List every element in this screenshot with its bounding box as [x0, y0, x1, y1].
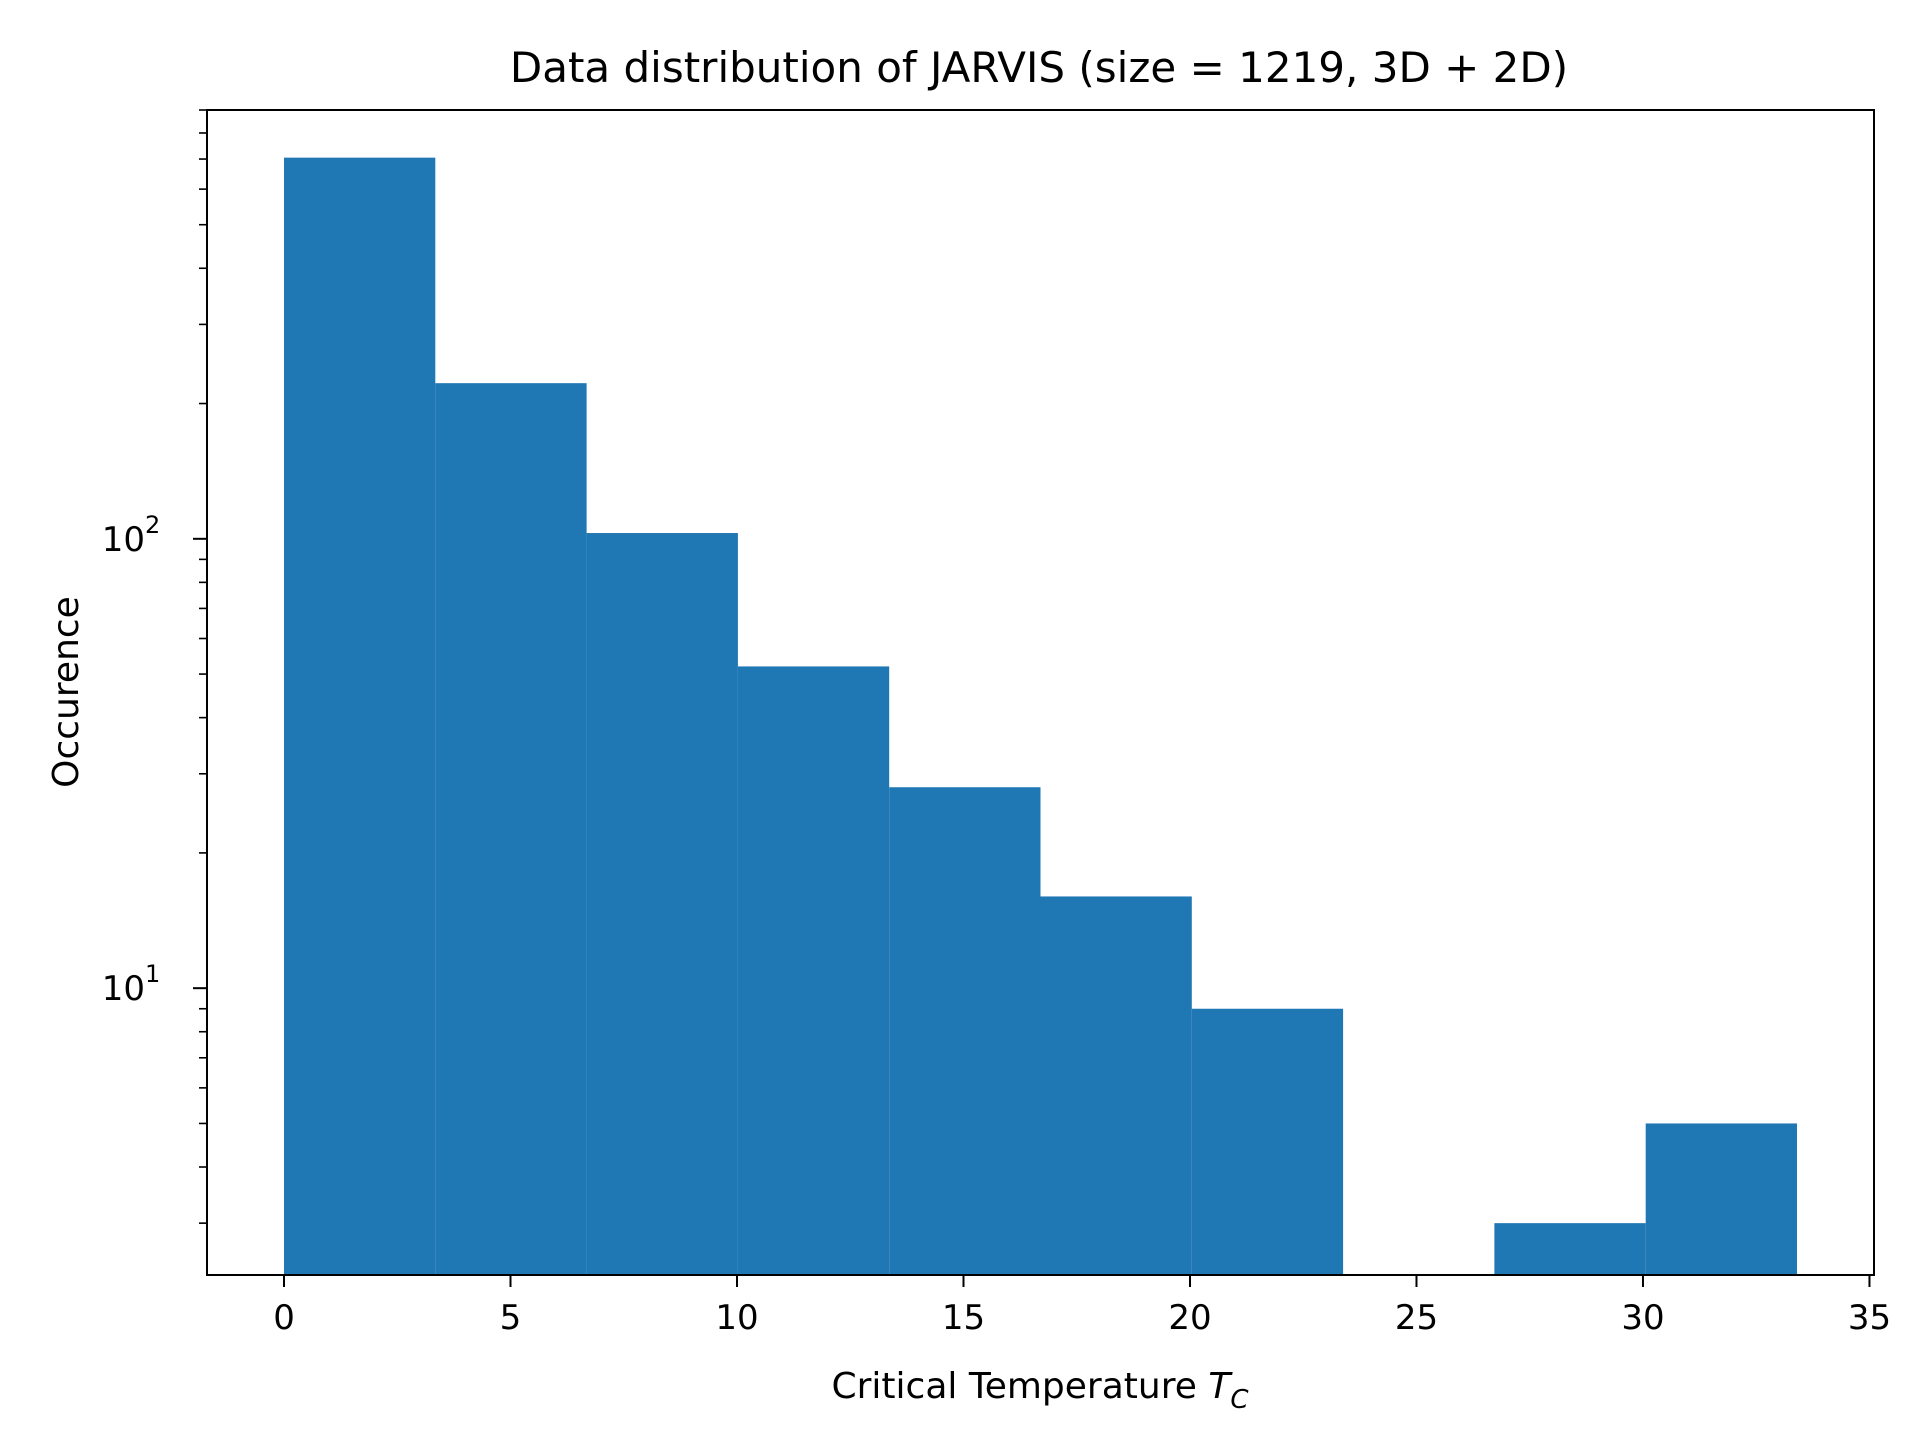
x-tick-label: 20 [1168, 1298, 1211, 1338]
x-tick-label: 0 [273, 1298, 295, 1338]
x-tick-label: 25 [1395, 1298, 1438, 1338]
x-tick-label: 30 [1621, 1298, 1664, 1338]
x-axis-label-subscript: C [1230, 1385, 1249, 1415]
chart-title: Data distribution of JARVIS (size = 1219… [510, 43, 1568, 92]
y-tick-base: 10 [102, 520, 145, 560]
histogram-bar [284, 157, 436, 1276]
y-tick-base: 10 [102, 969, 145, 1009]
x-axis: 0 5 10 15 20 25 30 35 [273, 1275, 1891, 1338]
y-tick-label: 10 [102, 969, 145, 1009]
histogram-bar [1191, 1008, 1344, 1275]
bars-group [284, 157, 1797, 1276]
x-tick-label: 10 [715, 1298, 758, 1338]
y-tick-exponent: 2 [145, 511, 160, 539]
x-axis-label-symbol: T [1208, 1366, 1233, 1407]
x-tick-label: 5 [500, 1298, 522, 1338]
histogram-bar [1040, 896, 1192, 1275]
plot-frame [206, 109, 1875, 1276]
y-tick-exponent: 1 [145, 960, 160, 988]
x-tick-label: 35 [1848, 1298, 1891, 1338]
x-tick-label: 15 [942, 1298, 985, 1338]
histogram-bar [889, 787, 1041, 1275]
x-axis-label: Critical Temperature TC [831, 1366, 1249, 1415]
histogram-bar [737, 666, 890, 1275]
histogram-bar [1645, 1123, 1797, 1275]
y-axis-label: Occurence [46, 596, 87, 788]
histogram-bar [435, 383, 587, 1275]
y-tick-label: 10 [102, 520, 145, 560]
x-axis-label-text: Critical Temperature [831, 1366, 1196, 1407]
histogram-bar [1494, 1223, 1646, 1275]
histogram-bar [586, 533, 738, 1275]
